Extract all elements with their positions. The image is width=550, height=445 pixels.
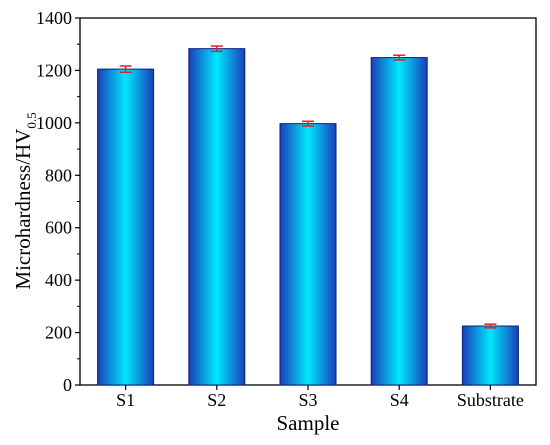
y-tick-label: 0 <box>63 375 72 395</box>
y-tick-label: 1000 <box>36 113 72 133</box>
y-tick-label: 600 <box>45 218 72 238</box>
y-tick-label: 200 <box>45 323 72 343</box>
bar-s3 <box>279 123 337 386</box>
error-bars-group <box>119 45 497 329</box>
bars-group <box>97 48 519 386</box>
bar-s4 <box>370 57 428 386</box>
bar-s2 <box>188 48 246 386</box>
y-tick-label: 400 <box>45 270 72 290</box>
error-bar-s2 <box>210 45 223 53</box>
error-bar-s1 <box>119 65 132 74</box>
x-tick-label: S3 <box>298 390 317 410</box>
y-axis-ticks: 0 200 400 600 800 1000 1200 1400 <box>36 8 80 395</box>
x-tick-label: S4 <box>390 390 409 410</box>
error-bar-s3 <box>302 120 314 127</box>
x-axis-title: Sample <box>277 411 340 435</box>
x-tick-label: S1 <box>116 390 135 410</box>
y-tick-label: 800 <box>45 165 72 185</box>
x-tick-label: Substrate <box>457 390 524 410</box>
x-tick-label: S2 <box>207 390 226 410</box>
bar-substrate <box>461 325 519 386</box>
error-bar-s4 <box>393 54 406 61</box>
y-axis-title-subscript: 0.5 <box>24 112 39 128</box>
y-axis-title-main: Microhardness/HV <box>11 129 35 290</box>
y-tick-label: 1200 <box>36 60 72 80</box>
y-axis-title: Microhardness/HV0.5 <box>11 112 39 289</box>
bar-s1 <box>97 68 155 386</box>
y-tick-label: 1400 <box>36 8 72 28</box>
x-axis-ticks: S1 S2 S3 S4 Substrate <box>116 385 524 410</box>
error-bar-substrate <box>484 323 497 329</box>
